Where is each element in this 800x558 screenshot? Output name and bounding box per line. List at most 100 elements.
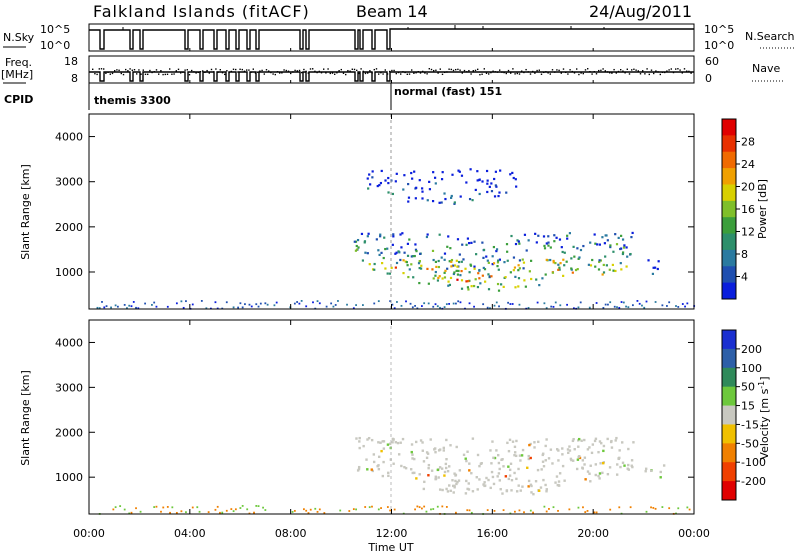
power-cell	[446, 245, 449, 248]
velocity-cell	[239, 507, 242, 509]
nave-dot	[230, 70, 232, 73]
power-cell	[473, 240, 476, 243]
velocity-cell	[594, 463, 598, 466]
velocity-cell	[414, 508, 416, 511]
power-cell	[352, 307, 355, 310]
power-cell	[517, 264, 520, 267]
nave-dot	[529, 73, 532, 75]
power-cell	[558, 268, 561, 271]
power-cell	[518, 259, 522, 262]
velocity-colorbar-ticks: 200 100 50 15 -15 -50 -100 -200	[736, 343, 766, 488]
velocity-cell	[139, 510, 142, 513]
power-cell	[437, 276, 440, 280]
power-colorbar-swatches	[722, 119, 736, 300]
power-cell	[363, 240, 367, 243]
power-cell	[677, 306, 680, 308]
velocity-cell	[627, 447, 630, 451]
velocity-cell	[561, 464, 565, 468]
power-cell	[547, 244, 550, 247]
nave-dot	[331, 72, 334, 74]
velocity-cell	[465, 479, 468, 483]
power-cell	[459, 301, 462, 304]
power-cell	[493, 195, 497, 198]
nave-dot	[268, 70, 270, 72]
cpid-mode-2: normal (fast) 151	[394, 85, 502, 98]
velocity-cell	[508, 438, 512, 442]
power-cell	[402, 271, 405, 275]
power-cell	[475, 253, 478, 256]
velocity-cell	[616, 463, 619, 466]
nave-dot	[600, 69, 602, 72]
velocity-cell	[457, 479, 461, 482]
power-y-ticks: 1000 2000 3000 4000	[55, 131, 694, 279]
velocity-cell	[557, 459, 560, 462]
velocity-cell	[594, 473, 597, 477]
power-cell	[191, 303, 194, 306]
velocity-cell	[554, 481, 557, 484]
power-cell	[379, 181, 383, 185]
x-tick-label: 20:00	[577, 527, 609, 540]
velocity-cell	[216, 505, 219, 508]
power-cell	[603, 242, 606, 245]
power-cell	[175, 302, 178, 305]
power-cell	[544, 273, 547, 276]
power-cell	[389, 300, 392, 303]
power-cell	[511, 171, 514, 175]
velocity-cell	[659, 476, 662, 479]
velocity-cell	[191, 506, 194, 509]
velocity-cell	[166, 506, 169, 508]
velocity-cell	[293, 509, 296, 512]
nave-dot	[525, 68, 527, 71]
velocity-cell	[387, 474, 390, 478]
power-cell	[552, 259, 555, 263]
power-cell	[462, 258, 465, 261]
power-cell	[444, 197, 447, 201]
velocity-cell	[576, 458, 580, 461]
nave-dot	[263, 73, 265, 75]
power-cell	[489, 307, 491, 310]
power-cell	[456, 238, 460, 241]
velocity-cell	[438, 448, 442, 451]
nave-dot	[411, 69, 413, 71]
power-cell	[103, 306, 106, 309]
power-cell	[612, 250, 615, 253]
power-cell	[491, 255, 494, 258]
power-cell	[293, 302, 296, 305]
nave-dot	[459, 69, 461, 71]
nave-dot	[688, 70, 690, 73]
velocity-cell	[419, 439, 423, 442]
power-cell	[517, 269, 520, 272]
power-colorbar-tick-label: 16	[741, 203, 755, 216]
power-cell	[391, 192, 395, 196]
power-cell	[447, 235, 450, 238]
nave-dot	[450, 68, 452, 71]
velocity-cell	[423, 505, 426, 508]
nave-dot	[281, 72, 283, 74]
velocity-cell	[499, 487, 502, 491]
nave-dot	[138, 69, 140, 71]
power-cell	[613, 305, 616, 308]
power-cell	[494, 170, 497, 173]
nave-dot	[606, 71, 609, 73]
power-cell	[478, 178, 481, 181]
power-cell	[432, 277, 435, 280]
nave-dot	[426, 73, 428, 75]
velocity-cell	[490, 470, 494, 474]
power-cell	[418, 266, 421, 270]
velocity-cell	[575, 467, 579, 471]
velocity-cell	[545, 510, 548, 513]
y-tick-label: 1000	[55, 266, 83, 279]
nave-dot	[272, 73, 274, 75]
nave-dot	[290, 72, 292, 75]
power-cell	[622, 246, 626, 249]
velocity-cell	[323, 512, 326, 514]
power-cell	[414, 197, 417, 200]
velocity-cell	[377, 467, 381, 471]
nave-dot	[180, 72, 182, 74]
velocity-cell	[504, 475, 508, 478]
power-cell	[153, 301, 156, 304]
power-cell	[450, 196, 453, 199]
power-cell	[373, 262, 376, 266]
power-colorbar-swatch	[722, 217, 736, 235]
velocity-cell	[436, 468, 440, 472]
